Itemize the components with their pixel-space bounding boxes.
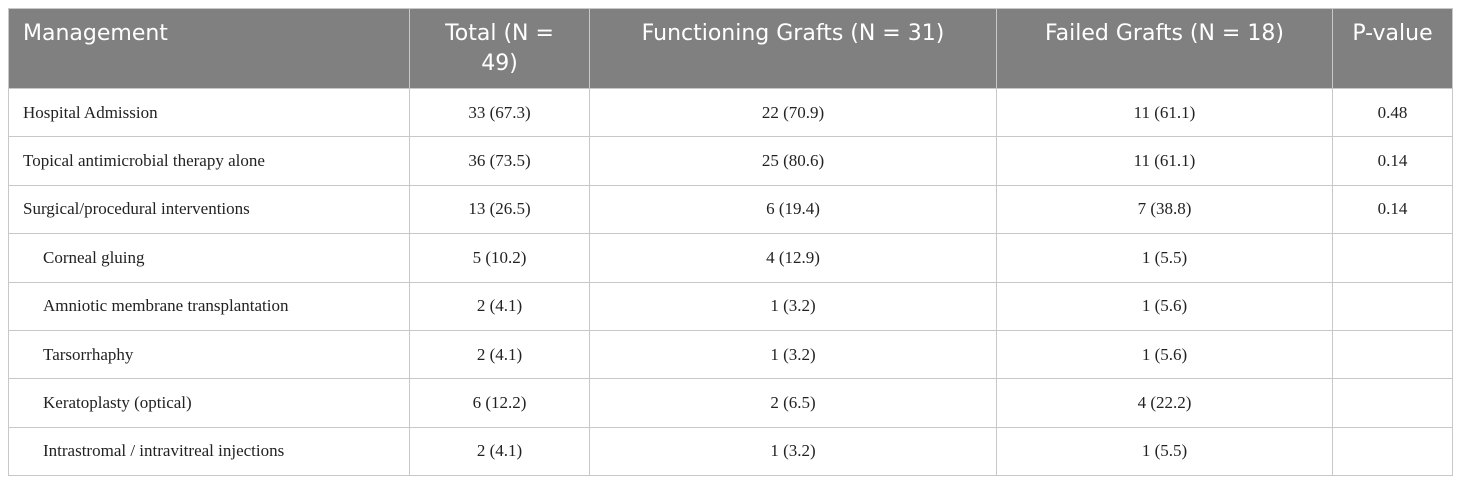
table-cell: Surgical/procedural interventions [8, 184, 410, 235]
management-table: Management Total (N = 49) Functioning Graf… [8, 8, 1453, 477]
table-cell: 25 (80.6) [589, 136, 997, 186]
table-cell: Amniotic membrane transplantation [8, 281, 410, 331]
header-row: Management Total (N = 49) Functioning Graf… [8, 8, 1453, 89]
table-row: Surgical/procedural interventions 13 (26.… [8, 184, 1453, 235]
table-cell: 13 (26.5) [409, 184, 590, 235]
table-cell: 1 (3.2) [589, 426, 997, 477]
empty-cell [1332, 329, 1453, 380]
table-row: Topical antimicrobial therapy alone 36 (7… [8, 136, 1453, 186]
header-cell: P-value [1332, 8, 1453, 89]
table-cell: 4 (12.9) [589, 233, 997, 283]
table-cell: 7 (38.8) [996, 184, 1333, 235]
table-cell: 1 (3.2) [589, 329, 997, 380]
p-value-cell: 0.48 [1332, 87, 1453, 138]
empty-cell [1332, 378, 1453, 428]
table-cell: 11 (61.1) [996, 87, 1333, 138]
table-cell: 2 (4.1) [409, 329, 590, 380]
table-cell: 1 (5.6) [996, 281, 1333, 331]
header-cell: Failed Grafts (N = 18) [996, 8, 1333, 89]
table-cell: 22 (70.9) [589, 87, 997, 138]
table-cell: Keratoplasty (optical) [8, 378, 410, 428]
sub-row: Keratoplasty (optical) 6 (12.2) 2 (6.5) 4 (… [8, 378, 1453, 428]
table-cell: 36 (73.5) [409, 136, 590, 186]
sub-row: Tarsorrhaphy 2 (4.1) 1 (3.2) 1 (5.6) [8, 329, 1453, 380]
header-cell: Management [8, 8, 410, 89]
table-body: Hospital Admission 33 (67.3) 22 (70.9) 11 (… [8, 87, 1453, 477]
header-cell: Total (N = 49) [409, 8, 590, 89]
table-cell: 5 (10.2) [409, 233, 590, 283]
empty-cell [1332, 233, 1453, 283]
table-cell: Tarsorrhaphy [8, 329, 410, 380]
table-cell: 2 (4.1) [409, 281, 590, 331]
empty-cell [1332, 281, 1453, 331]
p-value-cell: 0.14 [1332, 136, 1453, 186]
table-cell: 6 (12.2) [409, 378, 590, 428]
sub-row: Amniotic membrane transplantation 2 (4.1)… [8, 281, 1453, 331]
table-cell: 6 (19.4) [589, 184, 997, 235]
table-cell: Intrastromal / intravitreal injections [8, 426, 410, 477]
p-value-cell: 0.14 [1332, 184, 1453, 235]
header-cell: Functioning Grafts (N = 31) [589, 8, 997, 89]
table-cell: Topical antimicrobial therapy alone [8, 136, 410, 186]
table-cell: Corneal gluing [8, 233, 410, 283]
table-cell: 4 (22.2) [996, 378, 1333, 428]
empty-cell [1332, 426, 1453, 477]
table-cell: 1 (5.5) [996, 233, 1333, 283]
table-cell: 11 (61.1) [996, 136, 1333, 186]
table-cell: 2 (4.1) [409, 426, 590, 477]
sub-row: Intrastromal / intravitreal injections 2 … [8, 426, 1453, 477]
sub-row: Corneal gluing 5 (10.2) 4 (12.9) 1 (5.5) [8, 233, 1453, 283]
table-cell: 1 (5.5) [996, 426, 1333, 477]
table-cell: 1 (3.2) [589, 281, 997, 331]
table-cell: 2 (6.5) [589, 378, 997, 428]
table-row: Hospital Admission 33 (67.3) 22 (70.9) 11 (… [8, 87, 1453, 138]
table-cell: 33 (67.3) [409, 87, 590, 138]
table-cell: 1 (5.6) [996, 329, 1333, 380]
table-cell: Hospital Admission [8, 87, 410, 138]
